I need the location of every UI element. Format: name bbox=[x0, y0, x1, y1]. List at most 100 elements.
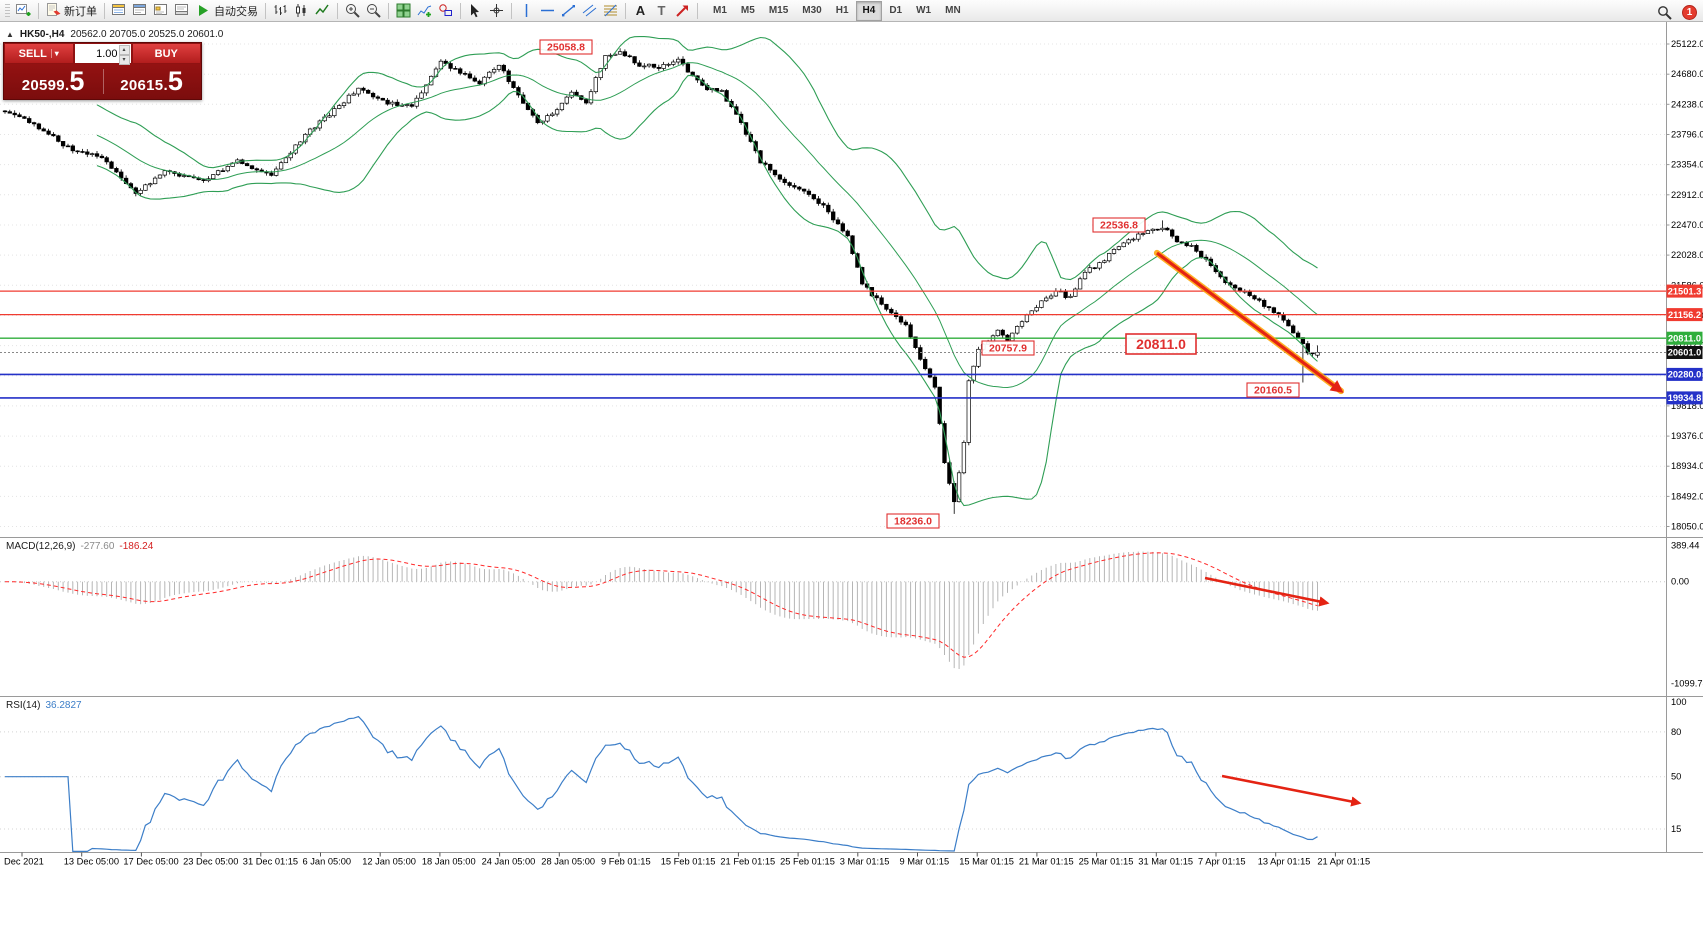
rsi-value: 36.2827 bbox=[45, 700, 81, 711]
toolbar-grip[interactable] bbox=[5, 4, 10, 18]
price-badge-21156.2: 21156.2 bbox=[1667, 308, 1703, 321]
price-callout-20757.9[interactable]: 20757.9 bbox=[982, 341, 1034, 355]
svg-text:A: A bbox=[636, 3, 646, 18]
autotrade-button[interactable]: 自动交易 bbox=[193, 1, 261, 21]
price-callout-20160.5[interactable]: 20160.5 bbox=[1247, 383, 1299, 397]
svg-text:389.44: 389.44 bbox=[1671, 541, 1699, 551]
price-badge-20280.0: 20280.0 bbox=[1667, 368, 1703, 381]
timeframe-m5-button[interactable]: M5 bbox=[734, 1, 762, 21]
trend-arrow-rsi[interactable] bbox=[1222, 776, 1359, 803]
svg-text:19376.0: 19376.0 bbox=[1671, 431, 1703, 441]
svg-text:18236.0: 18236.0 bbox=[894, 516, 932, 528]
buy-button[interactable]: BUY bbox=[132, 43, 202, 64]
svg-text:19934.8: 19934.8 bbox=[1668, 393, 1702, 403]
zoom-out-button[interactable] bbox=[363, 1, 384, 21]
new-chart-button[interactable] bbox=[13, 1, 34, 21]
svg-text:18934.0: 18934.0 bbox=[1671, 461, 1703, 471]
svg-text:20601.0: 20601.0 bbox=[1668, 348, 1702, 358]
objects-button[interactable] bbox=[435, 1, 456, 21]
new-order-button[interactable]: 新订单 bbox=[43, 1, 100, 21]
svg-text:6 Jan 05:00: 6 Jan 05:00 bbox=[303, 857, 352, 867]
svg-text:21 Apr 01:15: 21 Apr 01:15 bbox=[1317, 857, 1370, 867]
svg-text:3 Mar 01:15: 3 Mar 01:15 bbox=[840, 857, 890, 867]
volume-field: ▴ ▾ bbox=[74, 43, 132, 64]
text-button[interactable]: A bbox=[630, 1, 651, 21]
price-callout-18236.0[interactable]: 18236.0 bbox=[887, 514, 939, 528]
svg-text:21156.2: 21156.2 bbox=[1668, 310, 1701, 320]
sell-dropdown-icon[interactable]: ▾ bbox=[51, 49, 59, 58]
timeframe-w1-button[interactable]: W1 bbox=[909, 1, 938, 21]
line-chart-button[interactable] bbox=[312, 1, 333, 21]
macd-value-main: -277.60 bbox=[80, 541, 114, 552]
svg-text:25 Mar 01:15: 25 Mar 01:15 bbox=[1079, 857, 1134, 867]
svg-text:20811.0: 20811.0 bbox=[1668, 333, 1701, 343]
svg-text:20811.0: 20811.0 bbox=[1136, 336, 1186, 352]
indicators-button[interactable] bbox=[414, 1, 435, 21]
label-button[interactable]: T bbox=[651, 1, 672, 21]
svg-text:12 Jan 05:00: 12 Jan 05:00 bbox=[362, 857, 416, 867]
toolbar-separator bbox=[388, 3, 389, 19]
price-callout-22536.8[interactable]: 22536.8 bbox=[1093, 218, 1145, 232]
tile-windows-button[interactable] bbox=[393, 1, 414, 21]
buy-price: 20615.5 bbox=[103, 68, 202, 95]
timeframe-m15-button[interactable]: M15 bbox=[762, 1, 795, 21]
svg-text:9 Mar 01:15: 9 Mar 01:15 bbox=[900, 857, 950, 867]
svg-text:15 Feb 01:15: 15 Feb 01:15 bbox=[661, 857, 716, 867]
bar-chart-button[interactable] bbox=[270, 1, 291, 21]
indicators-icon bbox=[417, 3, 432, 18]
toolbar-separator bbox=[38, 3, 39, 19]
svg-text:13 Dec 05:00: 13 Dec 05:00 bbox=[64, 857, 119, 867]
text-icon: A bbox=[633, 3, 648, 18]
svg-text:28 Jan 05:00: 28 Jan 05:00 bbox=[541, 857, 595, 867]
timeframe-d1-button[interactable]: D1 bbox=[882, 1, 909, 21]
collapse-panel-icon[interactable]: ▲ bbox=[6, 30, 14, 39]
crosshair-icon bbox=[489, 3, 504, 18]
horizontal-line-button[interactable] bbox=[537, 1, 558, 21]
pane-separators[interactable] bbox=[0, 22, 1703, 853]
market-watch-button[interactable] bbox=[109, 1, 130, 21]
cursor-icon bbox=[468, 3, 483, 18]
vertical-line-button[interactable] bbox=[516, 1, 537, 21]
svg-text:T: T bbox=[658, 3, 666, 18]
symbol-period-label: HK50-,H4 bbox=[20, 29, 64, 40]
sell-button-label: SELL bbox=[19, 48, 47, 60]
data-window-button[interactable] bbox=[130, 1, 151, 21]
crosshair-button[interactable] bbox=[486, 1, 507, 21]
search-button[interactable] bbox=[1654, 2, 1675, 22]
svg-text:9 Feb 01:15: 9 Feb 01:15 bbox=[601, 857, 651, 867]
cursor-button[interactable] bbox=[465, 1, 486, 21]
price-callout-20811.0[interactable]: 20811.0 bbox=[1126, 334, 1196, 354]
trend-arrow-main[interactable] bbox=[1157, 253, 1341, 391]
timeframe-m1-button[interactable]: M1 bbox=[706, 1, 734, 21]
svg-text:18050.0: 18050.0 bbox=[1671, 522, 1703, 532]
navigator-button[interactable] bbox=[151, 1, 172, 21]
timeframe-mn-button[interactable]: MN bbox=[938, 1, 968, 21]
price-callout-25058.8[interactable]: 25058.8 bbox=[540, 40, 592, 54]
svg-text:7 Apr 01:15: 7 Apr 01:15 bbox=[1198, 857, 1246, 867]
svg-text:31 Dec 01:15: 31 Dec 01:15 bbox=[243, 857, 298, 867]
channel-button[interactable] bbox=[579, 1, 600, 21]
svg-text:18 Jan 05:00: 18 Jan 05:00 bbox=[422, 857, 476, 867]
candle-chart-button[interactable] bbox=[291, 1, 312, 21]
timeframe-h4-button[interactable]: H4 bbox=[856, 1, 883, 21]
bar-chart-icon bbox=[273, 3, 288, 18]
timeframe-m30-button[interactable]: M30 bbox=[795, 1, 828, 21]
rsi-name: RSI(14) bbox=[6, 700, 40, 711]
zoom-in-button[interactable] bbox=[342, 1, 363, 21]
timeframe-h1-button[interactable]: H1 bbox=[829, 1, 856, 21]
volume-up-button[interactable]: ▴ bbox=[119, 45, 130, 55]
notification-badge[interactable]: 1 bbox=[1682, 5, 1697, 20]
chart-title: ▲ HK50-,H4 20562.0 20705.0 20525.0 20601… bbox=[6, 29, 223, 40]
svg-text:23796.0: 23796.0 bbox=[1671, 130, 1703, 140]
arrows-button[interactable] bbox=[672, 1, 693, 21]
ohlc-values: 20562.0 20705.0 20525.0 20601.0 bbox=[70, 29, 223, 40]
trendline-button[interactable] bbox=[558, 1, 579, 21]
sell-button[interactable]: SELL ▾ bbox=[4, 43, 74, 64]
zoom-out-icon bbox=[366, 3, 381, 18]
label-icon: T bbox=[654, 3, 669, 18]
terminal-button[interactable] bbox=[172, 1, 193, 21]
fibonacci-button[interactable] bbox=[600, 1, 621, 21]
